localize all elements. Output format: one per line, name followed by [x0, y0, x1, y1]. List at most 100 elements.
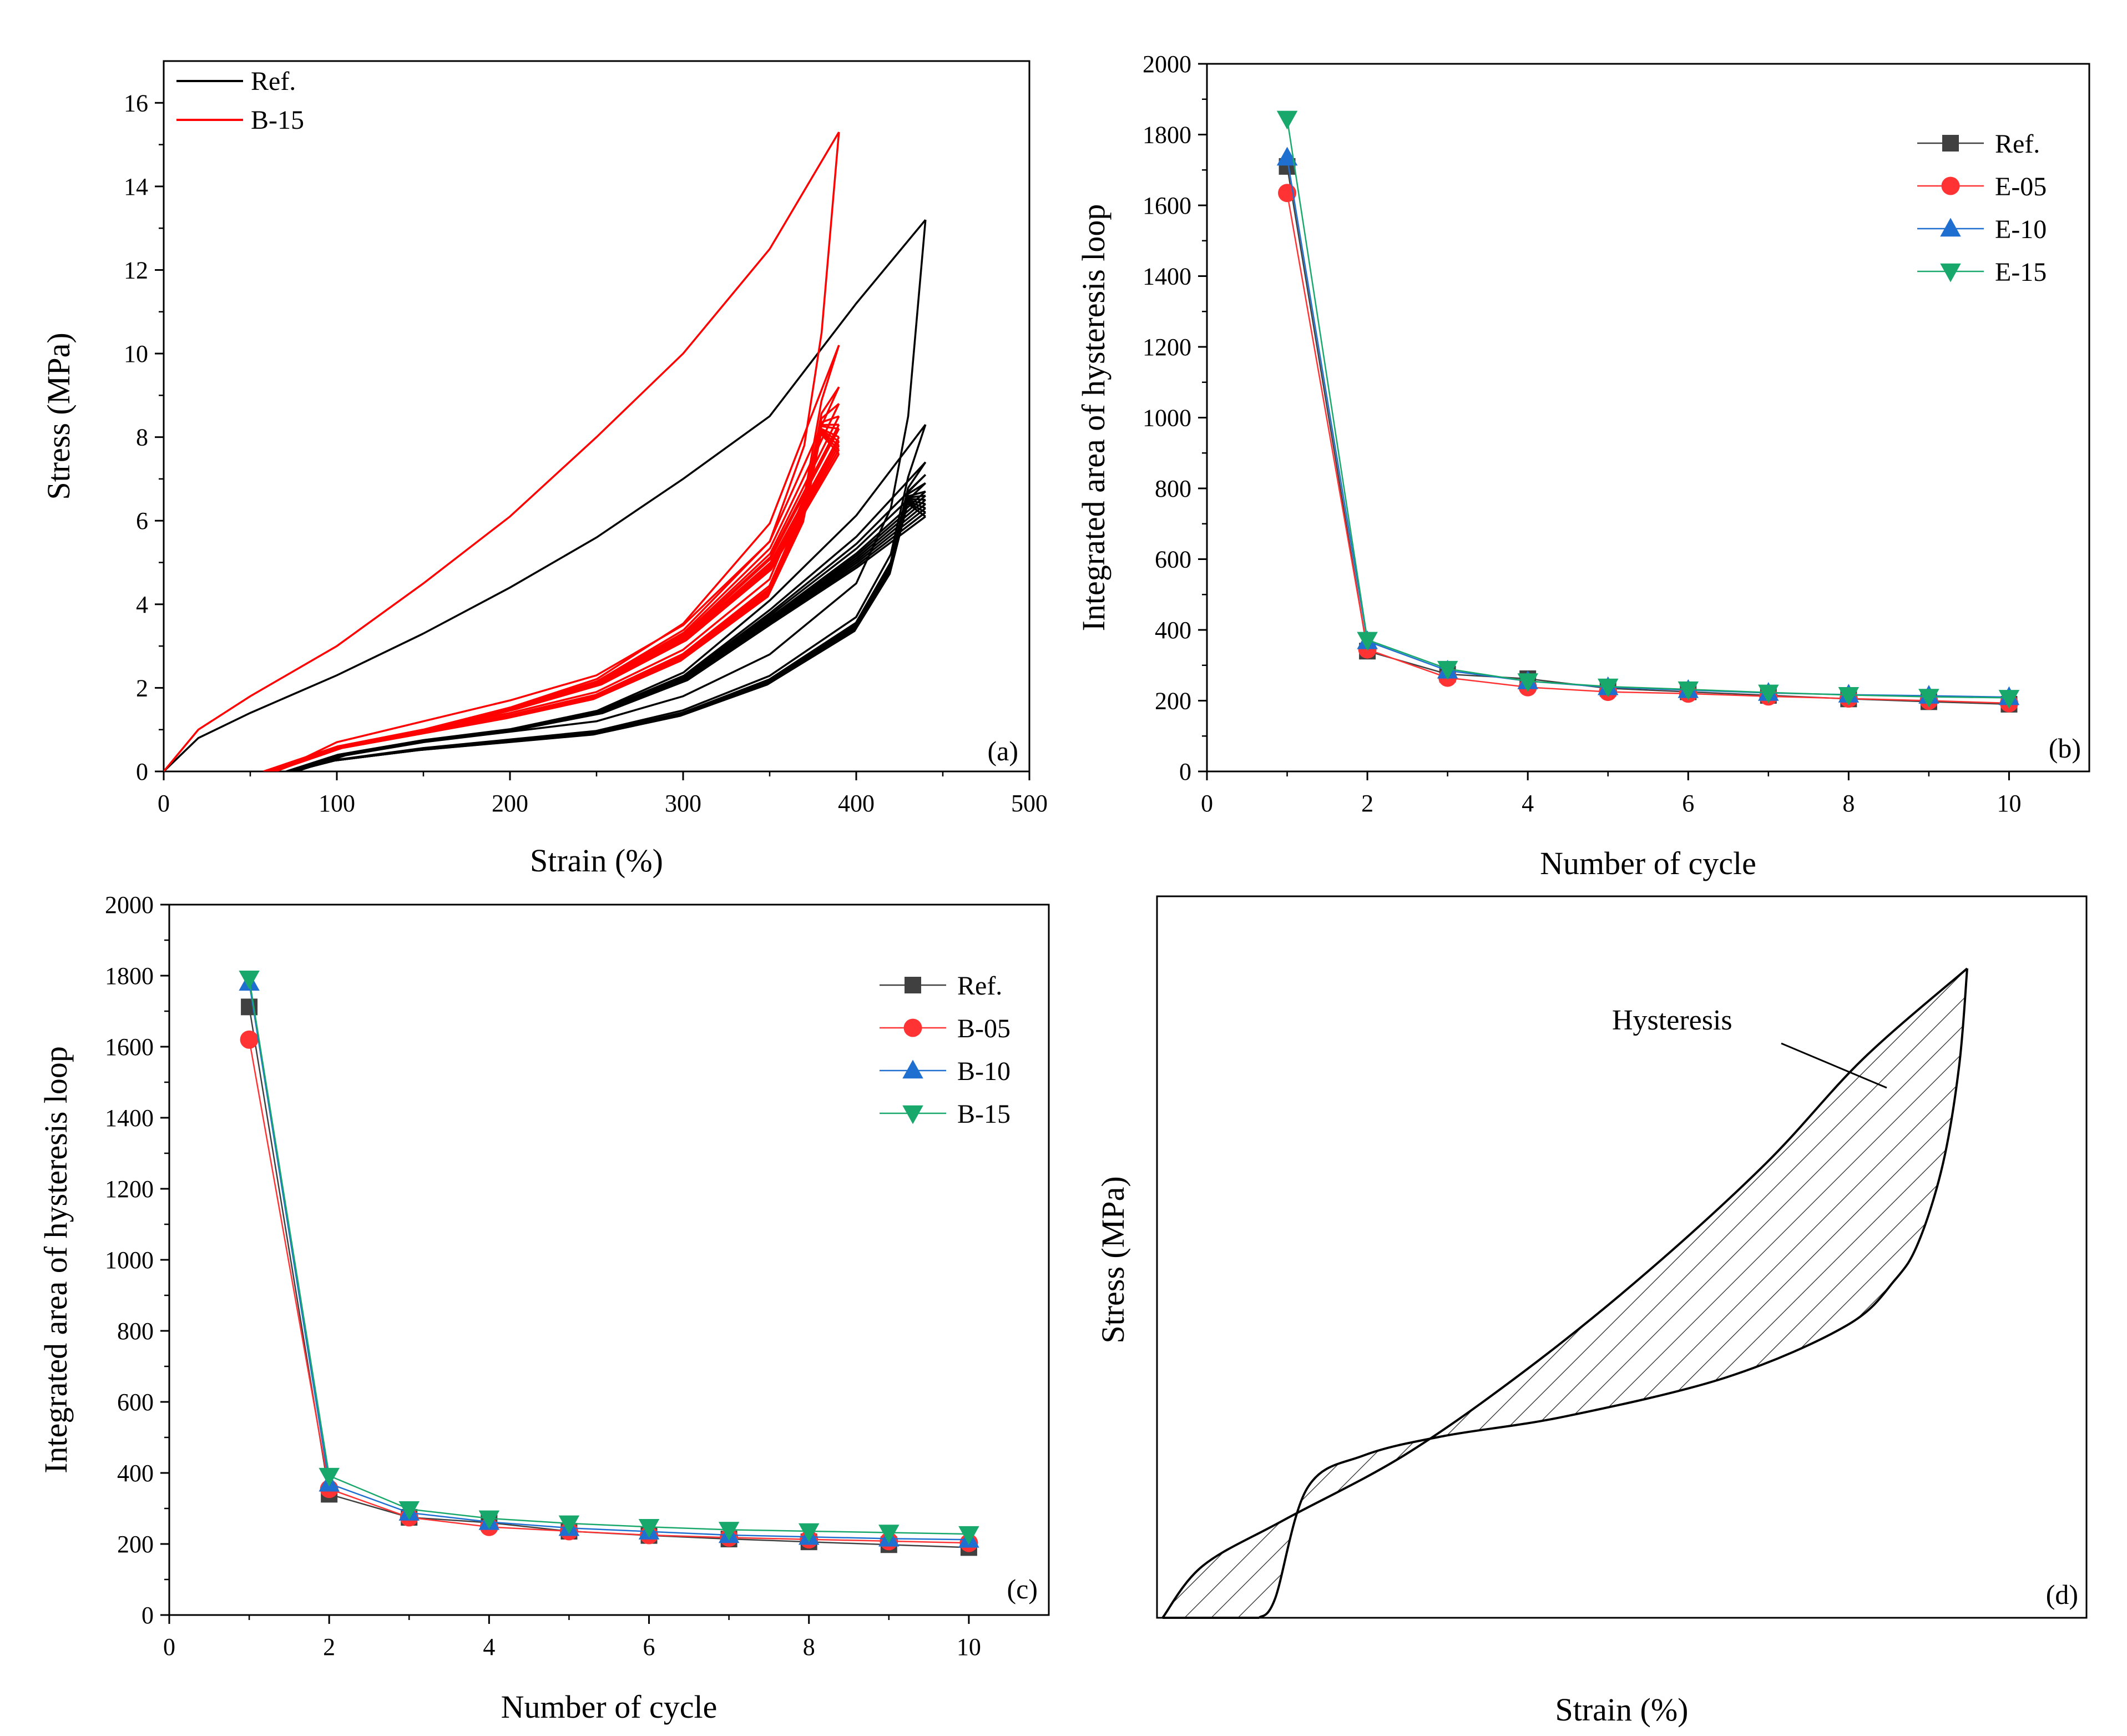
y-tick-label: 10	[124, 340, 148, 367]
y-tick-label: 0	[142, 1602, 154, 1629]
legend: Ref. B-05 B-10 B-15	[880, 971, 1011, 1129]
x-tick-label: 6	[1682, 790, 1694, 817]
y-tick-label: 1600	[1143, 192, 1191, 219]
loading-curve	[265, 403, 840, 771]
series-e-15	[1276, 110, 2020, 709]
y-tick-label: 400	[117, 1460, 154, 1487]
data-point	[239, 970, 260, 990]
panel-c-hysteresis-area-chart: 0 2 4 6 8 10 0 200 400 600 800 1000 1200 1400 1600 1800…	[38, 891, 1050, 1725]
loading-curve	[296, 516, 926, 771]
panel-a-stress-strain-chart: 0 100 200 300 400 500 0 2 4 6 8 10 12 14 16 Strain (%) S…	[41, 60, 1048, 879]
data-point	[240, 1030, 259, 1049]
loading-curve	[286, 461, 927, 771]
legend-label: Ref.	[957, 971, 1002, 1001]
unloading-curve	[292, 461, 927, 771]
series-ref-	[164, 219, 927, 771]
y-tick-label: 2	[136, 674, 148, 702]
y-tick-label: 1800	[1143, 122, 1191, 149]
legend-label: Ref.	[251, 67, 296, 96]
data-point	[1276, 110, 1298, 130]
panel-b-hysteresis-area-chart: 0 2 4 6 8 10 0 200 400 600 800 1000 1200 1400 1600 1800…	[1075, 51, 2090, 881]
y-tick-label: 6	[136, 507, 148, 534]
unloading-curve	[274, 403, 840, 771]
y-axis-title: Stress (MPa)	[41, 332, 77, 499]
y-tick-label: 600	[1155, 546, 1191, 573]
loading-curve	[164, 132, 840, 771]
panel-label: (a)	[988, 735, 1019, 766]
y-tick-label: 1000	[105, 1247, 154, 1274]
plot-frame	[1206, 63, 2090, 773]
loading-curve	[1161, 967, 1968, 1619]
x-tick-label: 10	[957, 1633, 981, 1661]
y-tick-label: 1000	[1143, 405, 1191, 432]
unloading-curve	[274, 415, 840, 771]
loading-curve	[287, 474, 927, 771]
series-e-05	[1278, 184, 2018, 713]
x-axis-title: Strain (%)	[1555, 1692, 1689, 1728]
x-axis-title: Number of cycle	[501, 1689, 718, 1725]
series-line	[1286, 166, 2009, 705]
legend-label: E-10	[1995, 215, 2047, 244]
y-tick-label: 14	[124, 173, 148, 200]
y-tick-label: 400	[1155, 617, 1191, 644]
data-point	[1678, 681, 1699, 700]
y-tick-label: 1400	[1143, 263, 1191, 290]
data-point	[902, 1105, 923, 1124]
y-tick-label: 4	[136, 591, 148, 618]
y-tick-label: 1600	[105, 1033, 154, 1061]
data-point	[319, 1467, 340, 1487]
y-tick-label: 1400	[105, 1104, 154, 1132]
y-tick-label: 200	[117, 1531, 154, 1558]
y-tick-label: 200	[1155, 688, 1191, 715]
data-point	[398, 1501, 420, 1520]
y-tick-label: 800	[1155, 475, 1191, 502]
panel-label: (d)	[2046, 1579, 2078, 1610]
panel-label: (b)	[2049, 733, 2081, 764]
plot-frame	[163, 60, 1030, 773]
panel-d-hysteresis-schematic: Hysteresis Strain (%) Stress (MPa) (d)	[1095, 895, 2088, 1728]
y-tick-label: 1200	[1143, 334, 1191, 361]
x-tick-label: 200	[492, 790, 528, 817]
data-point	[958, 1526, 979, 1545]
unloading-curve	[291, 474, 927, 771]
y-tick-label: 0	[1179, 758, 1191, 785]
data-point	[1942, 135, 1959, 152]
x-tick-label: 0	[158, 790, 170, 817]
series-line	[1286, 118, 2009, 699]
x-tick-label: 2	[323, 1633, 335, 1661]
series-line	[248, 982, 969, 1541]
legend-label: B-15	[251, 105, 304, 135]
y-tick-label: 600	[117, 1389, 154, 1416]
x-tick-label: 10	[1997, 790, 2021, 817]
legend-label: B-15	[957, 1099, 1011, 1129]
data-point	[478, 1510, 500, 1530]
data-point	[1276, 147, 1298, 166]
series-line	[1286, 193, 2009, 704]
y-tick-label: 0	[136, 758, 148, 785]
x-tick-label: 500	[1011, 790, 1048, 817]
series-b-15	[239, 970, 979, 1545]
data-point	[1940, 218, 1961, 237]
x-axis-title: Strain (%)	[530, 842, 663, 879]
data-point	[878, 1525, 900, 1544]
legend-label: E-05	[1995, 172, 2047, 201]
x-tick-label: 400	[838, 790, 875, 817]
x-tick-label: 0	[163, 1633, 175, 1661]
x-axis-title: Number of cycle	[1540, 845, 1756, 881]
plot-area	[164, 132, 927, 771]
y-tick-label: 800	[117, 1318, 154, 1345]
series-ref-	[241, 998, 977, 1556]
data-point	[638, 1519, 660, 1538]
unloading-curve	[287, 502, 926, 771]
unloading-curve	[292, 424, 927, 771]
legend: Ref. B-15	[176, 67, 304, 135]
series-ref-	[1279, 158, 2018, 713]
unloading-curve	[270, 432, 840, 771]
data-point	[903, 1018, 922, 1037]
x-tick-label: 300	[665, 790, 701, 817]
y-axis-title: Stress (MPa)	[1095, 1176, 1131, 1343]
data-point	[1918, 689, 1939, 708]
unloading-curve	[1258, 968, 1968, 1619]
y-tick-label: 1200	[105, 1175, 154, 1203]
data-point	[718, 1522, 740, 1541]
